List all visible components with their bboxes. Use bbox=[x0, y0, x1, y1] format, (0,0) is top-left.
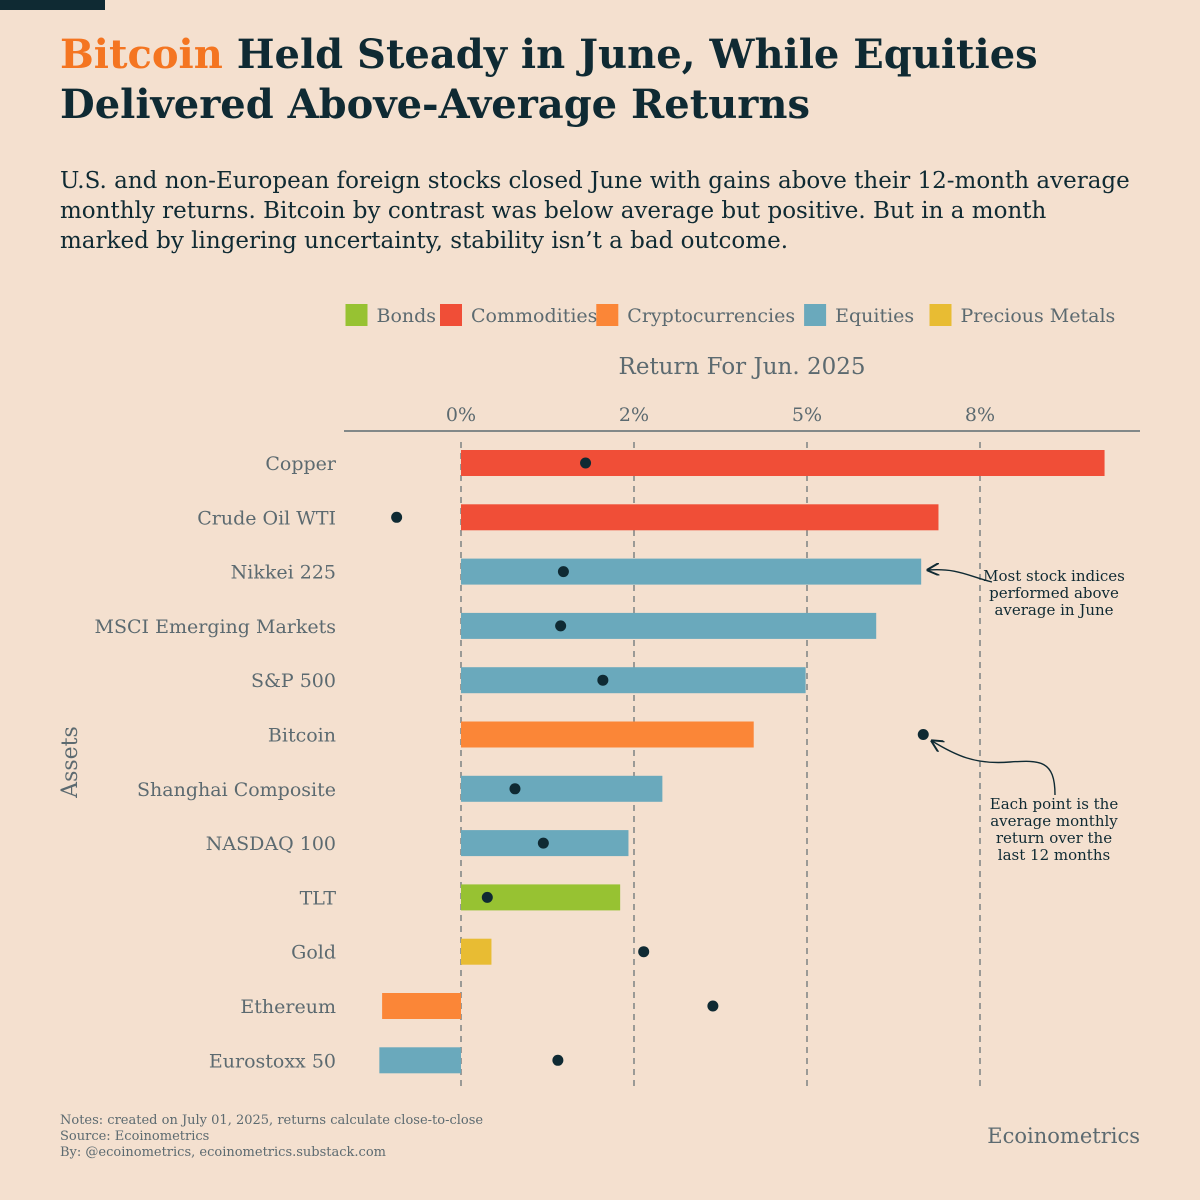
legend-item: Bonds bbox=[345, 304, 437, 327]
category-labels: Copper Crude Oil WTI Nikkei 225 MSCI Emergi… bbox=[95, 453, 337, 1072]
grid-lines bbox=[460, 442, 981, 1088]
bar bbox=[461, 450, 1105, 476]
average-points bbox=[391, 457, 929, 1066]
legend-label: Precious Metals bbox=[961, 305, 1116, 327]
chart-subtitle: U.S. and non-European foreign stocks clo… bbox=[60, 168, 1130, 254]
annotation-line: average in June bbox=[994, 601, 1113, 619]
annotation-arrow-points bbox=[932, 741, 1056, 796]
annotation-line: last 12 months bbox=[998, 846, 1110, 864]
average-point bbox=[597, 674, 609, 686]
bar bbox=[379, 1047, 461, 1074]
legend-swatch bbox=[345, 304, 368, 326]
annotation-line: Each point is the bbox=[990, 795, 1119, 813]
category-label: Nikkei 225 bbox=[231, 562, 336, 584]
legend-swatch bbox=[440, 304, 462, 326]
average-point bbox=[509, 783, 521, 795]
bar bbox=[461, 667, 806, 694]
x-tick-label: 2% bbox=[619, 404, 649, 426]
brand-logo-text: Ecoinometrics bbox=[987, 1124, 1140, 1148]
category-label: Shanghai Composite bbox=[137, 779, 336, 801]
x-tick-label: 5% bbox=[792, 404, 822, 426]
legend-item: Equities bbox=[804, 304, 914, 327]
y-axis-title: Assets bbox=[58, 726, 83, 799]
x-axis-ticks: 0% 2% 5% 8% bbox=[446, 404, 995, 426]
legend-label: Cryptocurrencies bbox=[627, 305, 795, 327]
chart-title: Bitcoin Held Steady in June, While Equit… bbox=[60, 30, 1160, 130]
category-label: Gold bbox=[291, 942, 336, 964]
category-label: S&P 500 bbox=[251, 670, 336, 692]
category-label: Copper bbox=[265, 453, 337, 475]
legend-item: Precious Metals bbox=[929, 304, 1116, 327]
annotation-stock-indices: Most stock indices performed above average… bbox=[928, 567, 1125, 619]
bars bbox=[379, 450, 1105, 1074]
title-rest: Held Steady in June, While Equities Deli… bbox=[60, 31, 1038, 128]
notes-text: Notes: created on July 01, 2025, returns… bbox=[60, 1113, 484, 1128]
legend-label: Bonds bbox=[377, 305, 437, 327]
bar bbox=[461, 938, 492, 965]
title-accent: Bitcoin bbox=[60, 31, 223, 78]
bar bbox=[461, 612, 877, 639]
x-tick-label: 8% bbox=[965, 404, 995, 426]
category-label: Crude Oil WTI bbox=[197, 507, 336, 529]
annotation-line: average monthly bbox=[990, 812, 1118, 830]
annotation-line: performed above bbox=[989, 584, 1119, 602]
bar-chart: Bonds Commodities Cryptocurrencies Equities… bbox=[58, 304, 1140, 1088]
category-label: NASDAQ 100 bbox=[206, 833, 336, 855]
legend: Bonds Commodities Cryptocurrencies Equities… bbox=[345, 304, 1116, 327]
annotation-average-points: Each point is the average monthly return o… bbox=[932, 741, 1118, 864]
average-point bbox=[481, 891, 493, 903]
average-point bbox=[552, 1054, 564, 1066]
bar bbox=[461, 558, 922, 585]
footer-notes: Notes: created on July 01, 2025, returns… bbox=[60, 1113, 483, 1161]
corner-accent-bar bbox=[0, 0, 105, 10]
average-point bbox=[537, 837, 549, 849]
annotation-text: Most stock indices performed above average… bbox=[983, 567, 1125, 619]
category-label: MSCI Emerging Markets bbox=[95, 616, 336, 638]
average-point bbox=[391, 511, 403, 523]
average-point bbox=[917, 729, 929, 740]
legend-label: Commodities bbox=[471, 305, 597, 327]
annotation-line: return over the bbox=[996, 829, 1112, 847]
average-point bbox=[555, 620, 567, 632]
legend-label: Equities bbox=[835, 305, 914, 327]
x-axis-title: Return For Jun. 2025 bbox=[619, 354, 866, 380]
annotation-line: Most stock indices bbox=[983, 567, 1125, 585]
bar bbox=[461, 721, 754, 748]
category-label: TLT bbox=[300, 887, 337, 909]
bar bbox=[382, 993, 461, 1019]
bar bbox=[461, 504, 939, 531]
average-point bbox=[638, 946, 650, 958]
legend-item: Commodities bbox=[440, 304, 597, 327]
source-text: Source: Ecoinometrics bbox=[60, 1129, 210, 1144]
byline-text: By: @ecoinometrics, ecoinometrics.substa… bbox=[60, 1145, 386, 1160]
category-label: Bitcoin bbox=[268, 725, 336, 747]
legend-swatch bbox=[596, 304, 619, 326]
annotation-arrow-stocks bbox=[928, 570, 993, 583]
legend-item: Cryptocurrencies bbox=[596, 304, 795, 327]
annotation-text: Each point is the average monthly return o… bbox=[990, 795, 1119, 864]
x-tick-label: 0% bbox=[446, 404, 476, 426]
average-point bbox=[580, 457, 592, 469]
category-label: Eurostoxx 50 bbox=[209, 1050, 336, 1072]
category-label: Ethereum bbox=[240, 996, 336, 1018]
average-point bbox=[707, 1000, 719, 1012]
legend-swatch bbox=[929, 304, 952, 326]
legend-swatch bbox=[804, 304, 827, 326]
average-point bbox=[557, 566, 569, 578]
bar bbox=[461, 775, 663, 802]
